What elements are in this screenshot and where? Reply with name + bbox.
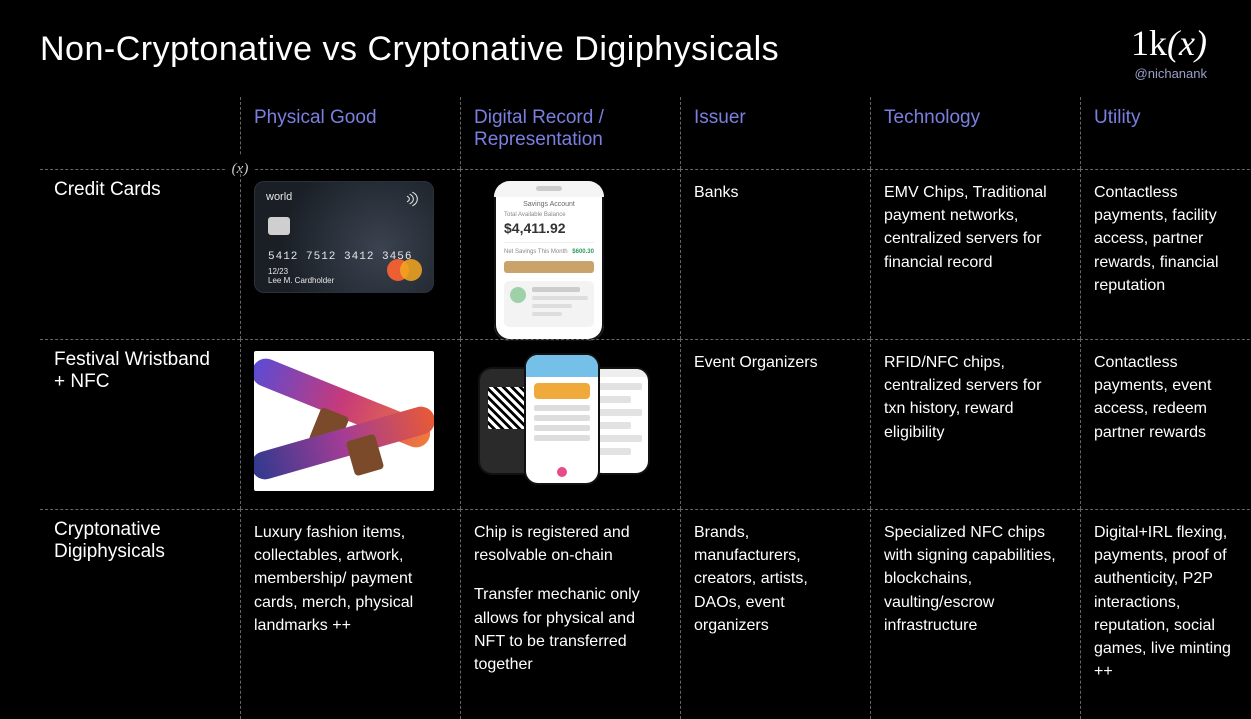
- cn-digital-p2: Transfer mechanic only allows for physic…: [474, 583, 666, 676]
- row-header-credit-cards: Credit Cards: [40, 169, 240, 339]
- cell-wb-digital: [460, 339, 680, 509]
- comparison-table: Physical Good Digital Record / Represent…: [40, 97, 1211, 719]
- balance-value: $4,411.92: [494, 218, 604, 236]
- phone-screen-title: Savings Account: [494, 197, 604, 212]
- phone-list: [590, 369, 648, 473]
- col-header-issuer: Issuer: [680, 97, 870, 169]
- chip-icon: [268, 217, 290, 235]
- card-brand: world: [266, 191, 292, 203]
- slide: Non-Cryptonative vs Cryptonative Digiphy…: [0, 0, 1251, 698]
- phone-info-card: [504, 281, 594, 327]
- slide-title: Non-Cryptonative vs Cryptonative Digiphy…: [40, 30, 1211, 69]
- cell-cn-technology: Specialized NFC chips with signing capab…: [870, 509, 1080, 719]
- phone-cta-button: [504, 261, 594, 273]
- phone-wallet: [526, 355, 598, 483]
- brand-logo: 1k(x) @nichanank: [1131, 22, 1207, 81]
- col-header-physical-good: Physical Good: [240, 97, 460, 169]
- cell-wb-technology: RFID/NFC chips, centralized servers for …: [870, 339, 1080, 509]
- net-value: $600.30: [572, 249, 594, 255]
- net-label: Net Savings This Month: [504, 249, 568, 255]
- cell-cn-physical: Luxury fashion items, collectables, artw…: [240, 509, 460, 719]
- cell-cc-physical: (x) world 5412 7512 3412 3456 12/23 Lee …: [240, 169, 460, 339]
- cell-cc-utility: Contactless payments, facility access, p…: [1080, 169, 1251, 339]
- col-header-utility: Utility: [1080, 97, 1251, 169]
- wristbands-illustration: [254, 351, 434, 491]
- col-header-technology: Technology: [870, 97, 1080, 169]
- cell-cc-technology: EMV Chips, Traditional payment networks,…: [870, 169, 1080, 339]
- cell-cc-issuer: Banks: [680, 169, 870, 339]
- credit-card-illustration: world 5412 7512 3412 3456 12/23 Lee M. C…: [254, 181, 434, 293]
- cell-cn-digital: Chip is registered and resolvable on-cha…: [460, 509, 680, 719]
- mastercard-icon: [387, 259, 422, 283]
- cell-cn-utility: Digital+IRL flexing, payments, proof of …: [1080, 509, 1251, 719]
- cell-wb-physical: [240, 339, 460, 509]
- card-holder: Lee M. Cardholder: [268, 276, 334, 285]
- cn-digital-p1: Chip is registered and resolvable on-cha…: [474, 521, 666, 567]
- card-expiry: 12/23: [268, 267, 288, 276]
- cell-cn-issuer: Brands, manufacturers, creators, artists…: [680, 509, 870, 719]
- col-header-digital-record: Digital Record / Representation: [460, 97, 680, 169]
- cell-wb-issuer: Event Organizers: [680, 339, 870, 509]
- logo-handle: @nichanank: [1131, 66, 1207, 81]
- phone-trio-illustration: [480, 351, 670, 491]
- corner-x-icon: (x): [226, 156, 254, 182]
- corner-cell: [40, 97, 240, 169]
- row-header-wristband: Festival Wristband + NFC: [40, 339, 240, 509]
- phone-banking-illustration: Savings Account Total Available Balance …: [494, 181, 604, 341]
- net-savings-row: Net Savings This Month $600.30: [494, 249, 604, 255]
- contactless-icon: [404, 191, 420, 209]
- logo-text: 1k(x): [1131, 22, 1207, 64]
- cell-cc-digital: Savings Account Total Available Balance …: [460, 169, 680, 339]
- row-header-cryptonative: Cryptonative Digiphysicals: [40, 509, 240, 719]
- cell-wb-utility: Contactless payments, event access, rede…: [1080, 339, 1251, 509]
